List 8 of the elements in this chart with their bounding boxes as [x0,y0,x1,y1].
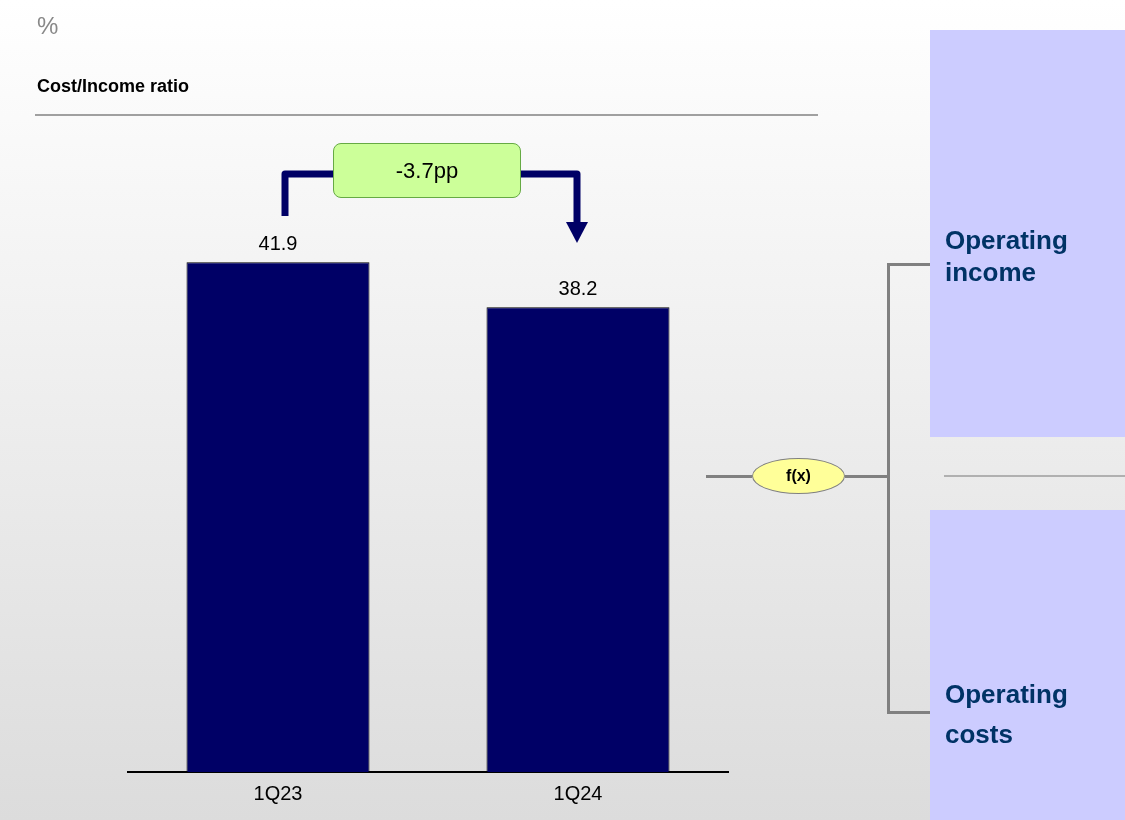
text: % [37,12,59,40]
data-label: 41.9 [258,231,298,254]
x-tick-label: 1Q24 [553,781,603,804]
text: Operating costs [945,678,1069,751]
chart-title: Cost/Income ratio [37,76,190,97]
x-tick-label: 1Q23 [253,781,303,804]
data-label: 38.2 [558,276,598,299]
text: Operating income [945,224,1069,288]
